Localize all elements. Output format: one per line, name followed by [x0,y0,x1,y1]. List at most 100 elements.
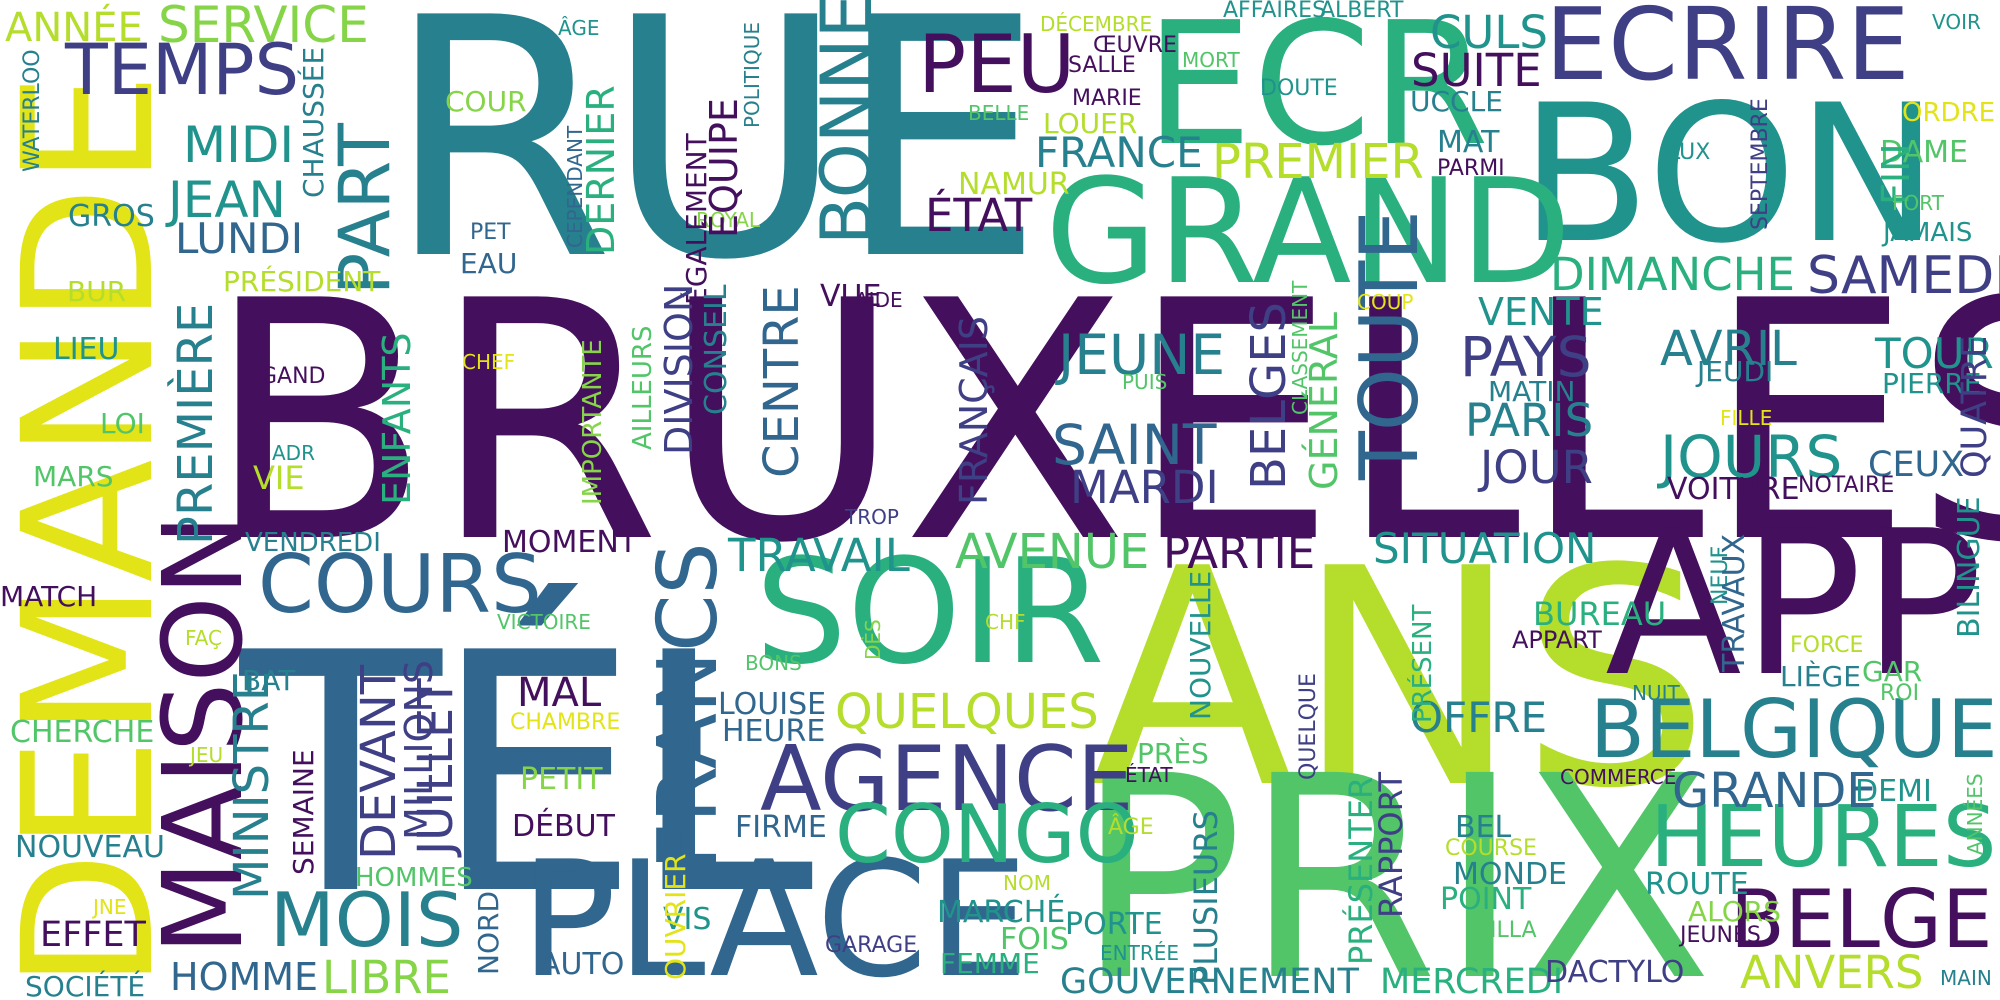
word-vie: VIE [253,459,305,497]
word-albert: ALBERT [1320,0,1404,23]
word-chf: CHF [985,610,1026,634]
word-louer: LOUER [1043,107,1138,140]
word-ministre: MINISTRE [224,670,280,900]
word-monde: MONDE [1453,857,1567,892]
word-ceux: CEUX [1868,445,1965,485]
word-petit: PETIT [520,762,603,797]
word-alors: ALORS [1688,895,1782,928]
word-age: ÂGE [558,16,600,40]
word-royal: ROYAL [696,208,761,232]
word-course: COURSE [1445,836,1537,861]
word-trop: TROP [845,505,899,529]
word-lundi: LUNDI [175,214,304,263]
word-vendredi: VENDREDI [245,528,381,558]
word-equipe: ÉQUIPE [702,98,746,238]
word-travail: TRAVAIL [728,529,910,582]
word-fac: FAÇ [185,626,222,650]
word-age-small: ÂGE [1108,815,1154,840]
word-pet: PET [470,220,511,245]
word-auto: AUTO [540,947,625,982]
word-etat-small: ÉTAT [1125,763,1173,787]
word-app: APP [1605,488,1984,721]
word-chaussee: CHAUSSÉE [297,46,330,198]
word-ailleurs: AILLEURS [628,325,658,450]
word-travaux: TRAVAUX [1717,533,1752,672]
word-agence: AGENCE [760,727,1134,832]
word-main: MAIN [1940,966,1992,990]
word-nom: NOM [1003,871,1051,895]
word-mois: MOIS [270,876,464,964]
word-puis: PUIS [1122,370,1168,394]
word-prix: PRIX [1075,717,1713,1000]
word-jour: JOUR [1480,441,1593,494]
word-decembre: DÉCEMBRE [1040,12,1153,36]
word-etat: ÉTAT [925,189,1033,242]
word-gar: GAR [1862,655,1923,688]
word-belges: BELGES [1241,302,1297,490]
word-president: PRÉSIDENT [223,265,381,298]
word-jamais: JAMAIS [1883,218,1973,248]
word-des: DÈS [861,619,885,660]
word-jne: JNE [93,895,127,919]
word-france: FRANCE [1035,128,1203,177]
word-culs: CULS [1430,6,1548,59]
word-belle: BELLE [968,101,1030,125]
word-villa: VILLA [1475,918,1537,943]
word-matin: MATIN [1488,375,1576,408]
word-namur: NAMUR [958,167,1070,202]
word-saint: SAINT [1052,413,1217,477]
word-division: DIVISION [657,283,701,455]
word-avenue: AVENUE [955,524,1150,580]
word-cherche: CHERCHE [10,715,155,750]
word-paris: PARIS [1465,394,1594,447]
word-mal: MAL [517,670,602,716]
word-bel: BEL [1455,810,1512,845]
word-dimanche: DIMANCHE [1550,248,1795,301]
word-aide: AIDE [855,288,903,312]
word-dame: DAME [1880,135,1968,170]
word-jeudi: JEUDI [1697,355,1774,388]
word-lieu: LIEU [53,332,120,367]
word-partie: PARTIE [1163,526,1316,579]
word-importante: IMPORTANTE [578,339,608,505]
word-pays: PAYS [1460,325,1592,389]
word-entree: ENTRÉE [1100,941,1179,965]
word-congo: CONGO [835,788,1139,881]
word-ecrire: ECRIRE [1545,0,1910,103]
word-uccle: UCCLE [1410,85,1503,118]
word-marche: MARCHÉ [937,895,1066,930]
word-nouvelle: NOUVELLE [1184,570,1217,720]
word-mort: MORT [1182,48,1240,72]
word-libre: LIBRE [322,951,451,1000]
word-force: FORCE [1790,633,1864,658]
word-grand: GRAND [1045,148,1572,317]
word-temps: TEMPS [65,29,300,111]
word-bureau: BUREAU [1533,595,1667,633]
word-quelques: QUELQUES [835,684,1099,740]
word-moment: MOMENT [502,525,638,560]
word-pierre: PIERRE [1882,367,1982,400]
word-semaine: SEMAINE [287,749,320,875]
word-bur: BUR [67,275,127,308]
word-present: PRÉSENT [1408,604,1438,723]
word-ouvrier: OUVRIER [659,853,692,980]
word-bons: BONS [745,651,802,675]
word-plusieurs: PLUSIEURS [1187,810,1225,985]
word-heures: HEURES [1650,788,1997,887]
word-roi: ROI [1880,681,1920,706]
word-francais: FRANÇAIS [952,316,996,505]
word-premier: PREMIER [1212,134,1424,190]
word-jean: JEAN [168,171,286,229]
word-general: GÉNÉRAL [1302,312,1346,490]
word-liege: LIÈGE [1780,660,1861,693]
word-dernier: DERNIER [579,85,623,255]
word-fois: FOIS [1000,922,1069,957]
word-vente: VENTE [1478,290,1604,334]
word-ecr: ECR [1145,0,1490,184]
word-belge: BELGE [1730,873,1993,966]
word-marie: MARIE [1072,86,1142,111]
word-samedi: SAMEDI [1807,246,2000,306]
word-homme: HOMME [170,955,319,999]
word-avril: AVRIL [1660,321,1797,377]
